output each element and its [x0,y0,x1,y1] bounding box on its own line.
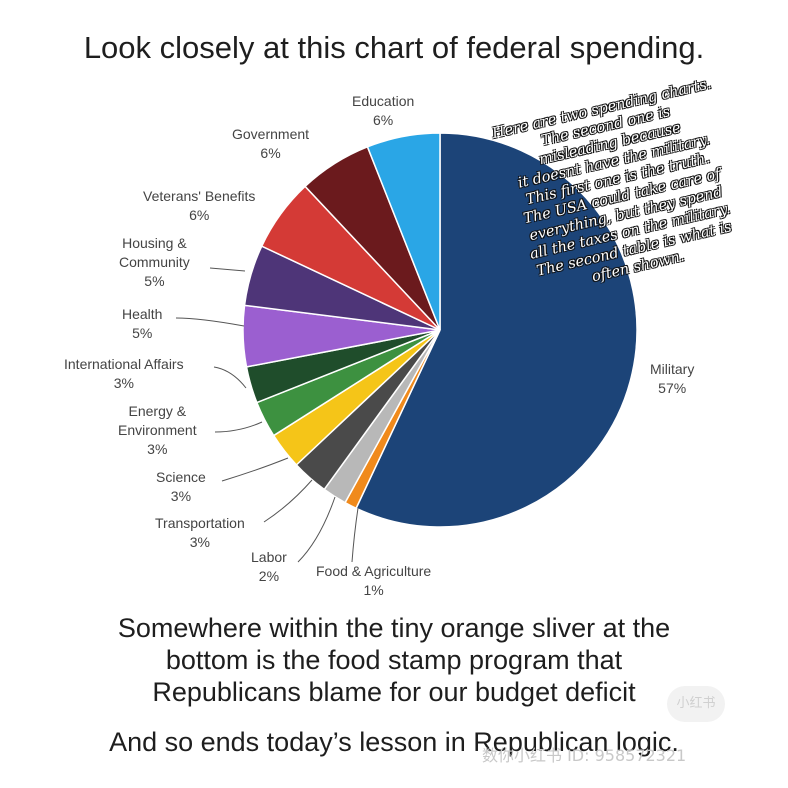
label-labor: Labor 2% [251,548,287,586]
pie-slice-military [355,132,638,528]
leader-health [175,317,245,327]
label-international: International Affairs 3% [64,355,184,393]
bottom-caption: Somewhere within the tiny orange sliver … [0,612,788,708]
label-health-pct: 5% [132,325,153,341]
label-housing-pct: 5% [144,273,165,289]
label-military: Military 57% [650,360,694,398]
leader-science [221,457,289,482]
label-housing-line2: Community [119,254,190,270]
bottom-caption-line3: Republicans blame for our budget deficit [152,677,636,707]
label-energy-line1: Energy & [128,403,187,419]
leader-food [351,507,359,563]
bottom-caption-line2: bottom is the food stamp program that [165,645,623,675]
watermark-badge: 小红书 [667,686,725,722]
label-energy: Energy & Environment 3% [118,402,197,459]
label-housing: Housing & Community 5% [119,234,190,291]
label-education-name: Education [352,93,415,109]
label-food-pct: 1% [363,582,384,598]
label-labor-name: Labor [251,549,287,565]
label-veterans-pct: 6% [189,207,210,223]
label-military-pct: 57% [658,380,687,396]
label-transportation: Transportation 3% [155,514,245,552]
pie-slice-education [366,132,441,331]
watermark-text: 数你小红书 ID: 958572321 [482,746,687,765]
label-military-name: Military [650,361,695,377]
leader-international [213,366,247,389]
label-food-name: Food & Agriculture [316,563,432,579]
label-housing-line1: Housing & [122,235,187,251]
label-transportation-name: Transportation [155,515,245,531]
leader-energy [214,421,263,433]
chart-title: Look closely at this chart of federal sp… [83,30,705,65]
label-health-name: Health [122,306,163,322]
label-energy-pct: 3% [147,441,168,457]
closing-line-text: And so ends today’s lesson in Republican… [109,727,679,757]
label-science-name: Science [156,469,206,485]
label-government-name: Government [232,126,310,142]
leader-housing [209,267,246,272]
label-veterans-name: Veterans' Benefits [143,188,256,204]
label-government: Government 6% [232,125,309,163]
label-transportation-pct: 3% [189,534,210,550]
leader-labor [297,496,336,563]
label-energy-line2: Environment [118,422,197,438]
bottom-caption-line1: Somewhere within the tiny orange sliver … [117,613,671,643]
label-international-name: International Affairs [64,356,184,372]
label-education-pct: 6% [373,112,394,128]
label-education: Education 6% [352,92,414,130]
label-health: Health 5% [122,305,162,343]
label-food: Food & Agriculture 1% [316,562,431,600]
leader-transportation [263,479,313,523]
label-veterans: Veterans' Benefits 6% [143,187,255,225]
label-government-pct: 6% [260,145,281,161]
label-labor-pct: 2% [258,568,280,584]
label-science: Science 3% [156,468,206,506]
label-international-pct: 3% [113,375,134,391]
closing-line: And so ends today’s lesson in Republican… [0,726,788,758]
label-science-pct: 3% [170,488,192,504]
